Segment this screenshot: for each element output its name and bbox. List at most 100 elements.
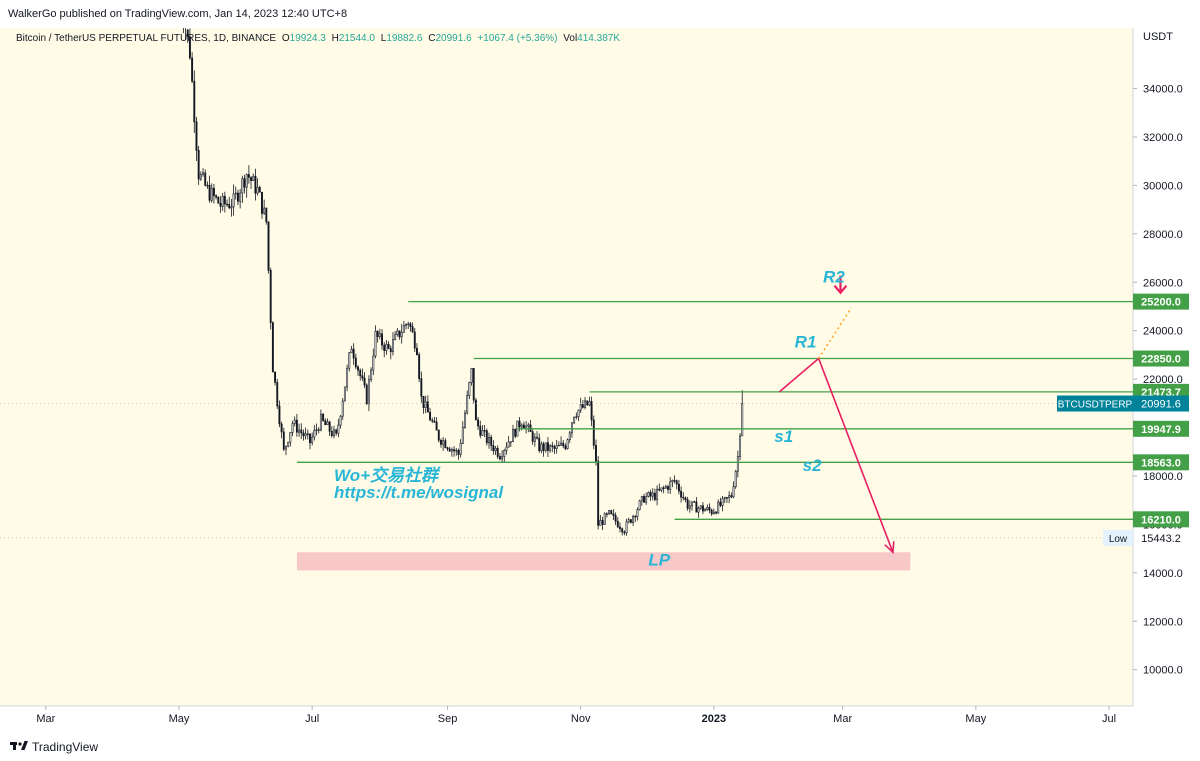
annotation-label: s1 bbox=[774, 427, 793, 446]
candle-body bbox=[579, 404, 582, 411]
chart-container[interactable]: 34000.0 32000.0 30000.0 28000.0 26000.0 24000… bbox=[0, 0, 1200, 734]
symbol-label: BTCUSDTPERP bbox=[1058, 400, 1133, 411]
candle-body bbox=[498, 456, 501, 460]
candle-body bbox=[494, 447, 497, 452]
candle-body bbox=[258, 187, 261, 193]
candle-body bbox=[691, 501, 693, 507]
candle-body bbox=[701, 505, 704, 512]
y-tick-label: 22000.0 bbox=[1143, 374, 1183, 386]
candle-body bbox=[367, 379, 370, 405]
legend-close-value: 20991.6 bbox=[435, 33, 472, 44]
x-tick-label: Mar bbox=[833, 713, 852, 725]
level-label: 22850.0 bbox=[1141, 354, 1181, 366]
x-tick-label: Jul bbox=[1102, 713, 1116, 725]
candle-body bbox=[226, 203, 228, 206]
candle-body bbox=[241, 178, 244, 194]
candle-body bbox=[577, 409, 580, 418]
time-axis bbox=[0, 706, 1133, 734]
candle-body bbox=[538, 437, 541, 452]
candle-body bbox=[564, 445, 567, 449]
candle-body bbox=[243, 178, 246, 188]
candle-body bbox=[295, 419, 298, 433]
candle-body bbox=[492, 445, 495, 452]
candle-body bbox=[531, 431, 534, 442]
low-label: Low bbox=[1109, 534, 1128, 545]
y-tick-label: 28000.0 bbox=[1143, 229, 1183, 241]
low-value: 15443.2 bbox=[1141, 533, 1181, 545]
candle-body bbox=[394, 334, 397, 340]
candle-body bbox=[431, 419, 434, 422]
candle-body bbox=[413, 331, 416, 349]
candle-body bbox=[520, 424, 523, 428]
candle-body bbox=[599, 520, 602, 526]
legend-close-label: C bbox=[428, 33, 436, 44]
candle-body bbox=[468, 382, 471, 396]
candle-body bbox=[346, 367, 349, 388]
x-tick-label: 2023 bbox=[702, 713, 726, 725]
y-tick-label: 12000.0 bbox=[1143, 616, 1183, 628]
price-chart[interactable]: 34000.0 32000.0 30000.0 28000.0 26000.0 24000… bbox=[0, 0, 1200, 734]
price-axis bbox=[1133, 28, 1200, 734]
candle-body bbox=[411, 326, 414, 333]
legend-symbol: Bitcoin / TetherUS PERPETUAL FUTURES, 1D… bbox=[16, 33, 277, 44]
candle-body bbox=[518, 420, 521, 428]
y-tick-label: 34000.0 bbox=[1143, 84, 1183, 96]
candle-body bbox=[684, 497, 687, 501]
candle-body bbox=[202, 172, 204, 175]
candle-body bbox=[337, 424, 340, 434]
candle-body bbox=[315, 429, 318, 431]
candle-body bbox=[245, 174, 248, 188]
candle-body bbox=[274, 371, 277, 383]
candle-body bbox=[601, 520, 604, 525]
candle-body bbox=[553, 446, 556, 449]
candle-body bbox=[505, 446, 508, 451]
candle-body bbox=[252, 175, 255, 181]
candle-body bbox=[422, 395, 425, 408]
candle-body bbox=[501, 456, 504, 460]
candle-body bbox=[289, 432, 292, 443]
candle-body bbox=[374, 331, 377, 357]
lp-zone bbox=[296, 552, 911, 571]
y-tick-label: 32000.0 bbox=[1143, 132, 1183, 144]
candle-body bbox=[230, 206, 233, 209]
candle-body bbox=[350, 348, 353, 354]
plot-area bbox=[0, 28, 1133, 706]
candle-body bbox=[387, 343, 390, 349]
legend-volume-label: Vol bbox=[563, 33, 578, 44]
candle-body bbox=[658, 488, 661, 491]
level-label: 19947.9 bbox=[1141, 424, 1181, 436]
candle-body bbox=[335, 429, 338, 434]
candle-body bbox=[306, 433, 309, 435]
candle-body bbox=[638, 500, 641, 511]
candle-body bbox=[483, 430, 486, 432]
candle-body bbox=[571, 422, 573, 434]
legend-open-label: O bbox=[281, 33, 290, 44]
candle-body bbox=[610, 510, 613, 515]
candle-body bbox=[719, 501, 722, 506]
candle-body bbox=[693, 501, 696, 503]
candle-body bbox=[429, 411, 432, 421]
annotation-label: LP bbox=[648, 551, 670, 570]
candle-body bbox=[555, 445, 558, 449]
footer: TradingView bbox=[0, 734, 1200, 761]
candle-body bbox=[381, 333, 383, 346]
candle-body bbox=[522, 424, 525, 429]
footer-brand[interactable]: TradingView bbox=[32, 740, 99, 754]
level-label: 18563.0 bbox=[1141, 457, 1181, 469]
candle-body bbox=[595, 445, 597, 462]
candle-body bbox=[359, 369, 362, 377]
candle-body bbox=[444, 440, 447, 449]
candle-body bbox=[669, 481, 672, 490]
candle-body bbox=[363, 377, 366, 386]
candle-body bbox=[636, 509, 639, 518]
candle-body bbox=[477, 419, 480, 427]
symbol-label-bg bbox=[1057, 395, 1133, 412]
tradingview-logo-icon[interactable] bbox=[10, 734, 28, 761]
candle-body bbox=[614, 515, 617, 522]
candle-body bbox=[437, 429, 440, 441]
candle-body bbox=[416, 347, 418, 355]
candle-body bbox=[736, 456, 739, 472]
candle-body bbox=[440, 439, 442, 445]
level-label-bg bbox=[1133, 293, 1189, 310]
watermark-line-2: https://t.me/wosignal bbox=[334, 483, 504, 502]
